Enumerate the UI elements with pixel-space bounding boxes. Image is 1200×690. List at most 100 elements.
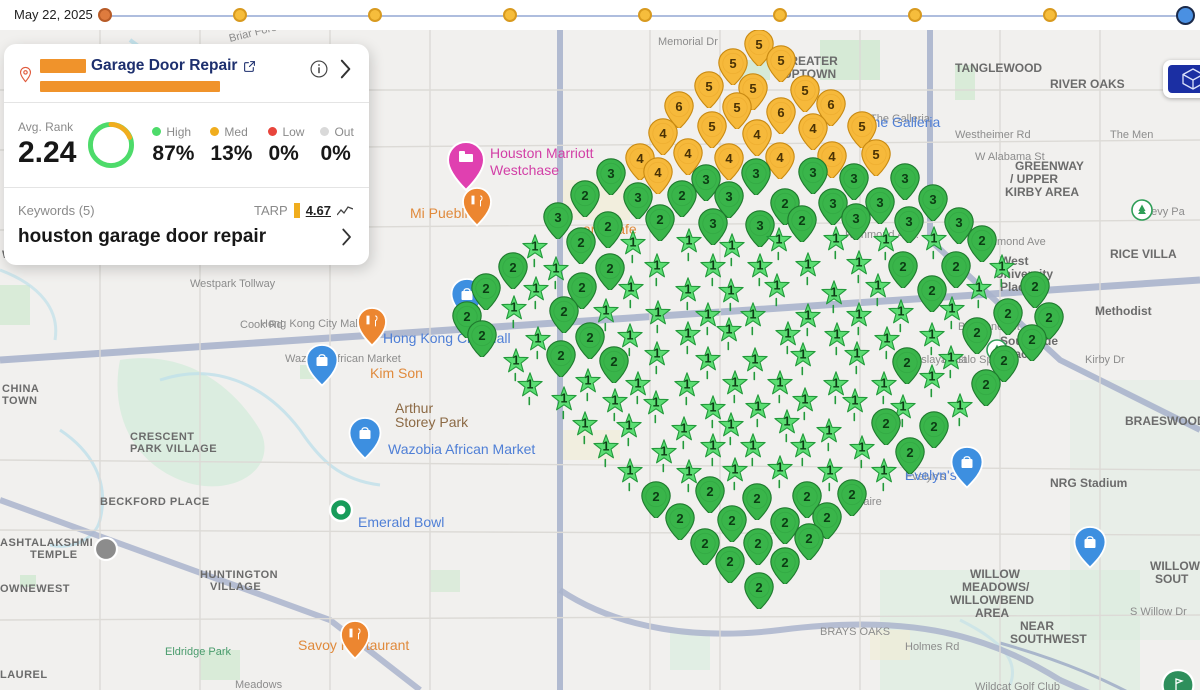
svg-text:2: 2 (753, 491, 760, 506)
svg-text:1: 1 (856, 255, 863, 269)
svg-text:1: 1 (749, 308, 756, 322)
svg-text:2: 2 (558, 348, 565, 363)
svg-text:5: 5 (801, 83, 808, 98)
svg-text:1: 1 (581, 416, 588, 430)
svg-text:1: 1 (832, 377, 839, 391)
svg-text:1: 1 (681, 421, 688, 435)
svg-text:1: 1 (709, 258, 716, 272)
svg-text:2: 2 (706, 484, 713, 499)
svg-text:2: 2 (982, 377, 989, 392)
svg-text:1: 1 (535, 332, 542, 346)
svg-text:1: 1 (710, 438, 717, 452)
svg-text:2: 2 (610, 354, 617, 369)
svg-text:1: 1 (975, 281, 982, 295)
svg-text:1: 1 (533, 281, 540, 295)
svg-text:2: 2 (928, 283, 935, 298)
svg-text:2: 2 (823, 510, 830, 525)
svg-text:2: 2 (899, 259, 906, 274)
svg-text:2: 2 (587, 330, 594, 345)
svg-text:2: 2 (726, 554, 733, 569)
svg-text:1: 1 (774, 278, 781, 292)
svg-text:2: 2 (1031, 279, 1038, 294)
svg-text:2: 2 (702, 536, 709, 551)
svg-text:1: 1 (805, 257, 812, 271)
svg-text:1: 1 (756, 258, 763, 272)
svg-text:3: 3 (607, 166, 614, 181)
svg-text:3: 3 (725, 189, 732, 204)
svg-text:2: 2 (604, 219, 611, 234)
svg-text:2: 2 (952, 259, 959, 274)
svg-text:1: 1 (704, 308, 711, 322)
svg-text:1: 1 (561, 392, 568, 406)
svg-text:6: 6 (676, 99, 683, 114)
svg-text:1: 1 (751, 352, 758, 366)
svg-text:1: 1 (883, 332, 890, 346)
svg-text:2: 2 (582, 188, 589, 203)
svg-text:1: 1 (510, 301, 517, 315)
svg-text:4: 4 (776, 150, 784, 165)
svg-text:2: 2 (560, 304, 567, 319)
svg-text:3: 3 (830, 196, 837, 211)
svg-text:2: 2 (509, 260, 516, 275)
svg-text:1: 1 (728, 283, 735, 297)
svg-text:1: 1 (660, 445, 667, 459)
svg-text:1: 1 (853, 346, 860, 360)
svg-text:2: 2 (656, 212, 663, 227)
svg-text:1: 1 (728, 417, 735, 431)
svg-text:4: 4 (654, 165, 662, 180)
svg-text:5: 5 (858, 119, 865, 134)
svg-text:1: 1 (830, 286, 837, 300)
svg-text:1: 1 (777, 460, 784, 474)
svg-text:3: 3 (929, 192, 936, 207)
svg-text:1: 1 (948, 302, 955, 316)
svg-text:1: 1 (802, 393, 809, 407)
svg-text:5: 5 (705, 79, 712, 94)
svg-text:3: 3 (554, 210, 561, 225)
svg-text:3: 3 (850, 171, 857, 186)
svg-text:1: 1 (957, 398, 964, 412)
svg-text:1: 1 (635, 376, 642, 390)
svg-text:1: 1 (532, 240, 539, 254)
svg-text:1: 1 (611, 394, 618, 408)
svg-text:2: 2 (1045, 310, 1052, 325)
svg-text:1: 1 (749, 438, 756, 452)
svg-text:1: 1 (833, 232, 840, 246)
svg-text:4: 4 (753, 127, 761, 142)
svg-text:3: 3 (876, 195, 883, 210)
svg-text:2: 2 (754, 536, 761, 551)
svg-text:1: 1 (603, 439, 610, 453)
svg-text:2: 2 (755, 580, 762, 595)
svg-text:4: 4 (725, 151, 733, 166)
svg-text:2: 2 (805, 531, 812, 546)
svg-text:1: 1 (998, 259, 1005, 273)
svg-text:1: 1 (627, 280, 634, 294)
svg-text:1: 1 (826, 424, 833, 438)
svg-text:1: 1 (827, 464, 834, 478)
svg-text:1: 1 (851, 394, 858, 408)
svg-text:4: 4 (828, 149, 836, 164)
svg-text:2: 2 (1000, 353, 1007, 368)
svg-text:2: 2 (781, 515, 788, 530)
svg-text:1: 1 (685, 326, 692, 340)
svg-text:1: 1 (858, 441, 865, 455)
svg-text:2: 2 (931, 419, 938, 434)
svg-text:3: 3 (809, 165, 816, 180)
svg-text:6: 6 (777, 105, 784, 120)
svg-text:1: 1 (684, 378, 691, 392)
svg-text:1: 1 (799, 347, 806, 361)
svg-text:1: 1 (755, 399, 762, 413)
svg-text:2: 2 (482, 281, 489, 296)
svg-text:2: 2 (781, 555, 788, 570)
svg-text:1: 1 (928, 369, 935, 383)
svg-text:1: 1 (685, 233, 692, 247)
svg-text:2: 2 (883, 416, 890, 431)
svg-text:1: 1 (584, 374, 591, 388)
svg-text:1: 1 (874, 278, 881, 292)
svg-text:5: 5 (777, 53, 784, 68)
svg-text:5: 5 (755, 37, 762, 52)
svg-text:5: 5 (709, 119, 716, 134)
svg-text:1: 1 (552, 262, 559, 276)
svg-text:3: 3 (702, 172, 709, 187)
svg-text:2: 2 (848, 487, 855, 502)
svg-text:2: 2 (907, 445, 914, 460)
